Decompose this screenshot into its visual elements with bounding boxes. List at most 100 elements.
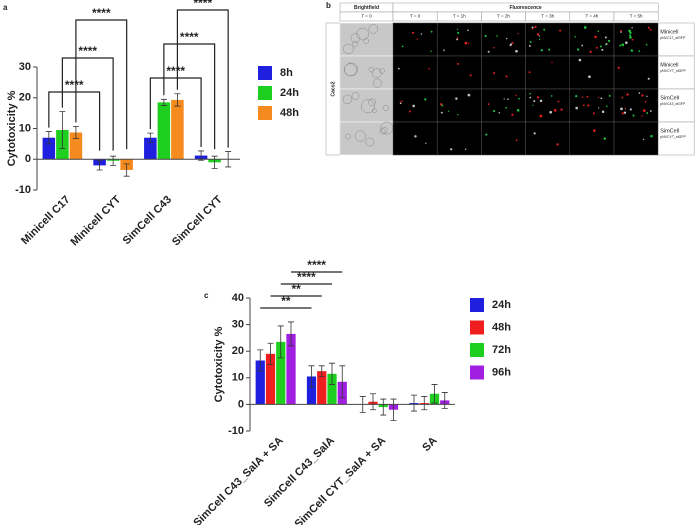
bar xyxy=(276,341,286,405)
fluorescence-spot xyxy=(641,94,644,97)
fluorescence-spot xyxy=(599,45,602,48)
fluorescence-spot xyxy=(629,108,632,111)
error-bar xyxy=(441,392,448,409)
fluorescence-spot xyxy=(647,77,650,80)
fluorescence-spot xyxy=(397,67,400,70)
error-bar xyxy=(380,398,387,416)
fluorescence-spot xyxy=(556,143,559,146)
row-group-label: Caco2 xyxy=(330,81,336,96)
panel-label: a xyxy=(3,3,8,12)
y-tick-label: 0 xyxy=(25,153,31,165)
legend-swatch xyxy=(258,106,272,120)
fluorescence-spot xyxy=(457,113,459,116)
header-label: Fluorescence xyxy=(509,5,541,11)
legend-swatch xyxy=(470,365,484,380)
error-bar xyxy=(390,398,397,421)
row-label: SimCell xyxy=(660,95,679,101)
error-bar xyxy=(308,365,315,388)
legend-swatch xyxy=(470,320,484,335)
column-label: T = 3h xyxy=(541,14,554,19)
fluorescence-spot xyxy=(608,94,611,97)
y-axis-title: Cytotoxicity % xyxy=(213,326,225,402)
error-bar xyxy=(421,396,428,411)
fluorescence-spot xyxy=(511,113,514,116)
y-tick-label: -10 xyxy=(15,184,31,196)
fluorescence-spot xyxy=(515,49,518,53)
fluorescence-spot xyxy=(629,36,632,39)
header-label: Brightfield xyxy=(354,5,379,11)
significance-label: ** xyxy=(281,294,291,308)
fluorescence-spot xyxy=(594,35,597,39)
fluorescence-spot xyxy=(543,28,546,31)
row-label: Minicell xyxy=(660,62,678,68)
significance-label: **** xyxy=(193,0,212,10)
fluorescence-spot xyxy=(450,148,453,151)
fluorescence-spot xyxy=(401,100,404,102)
fluorescence-spot xyxy=(529,96,532,99)
fluorescence-spot xyxy=(624,107,627,110)
fluorescence-spot xyxy=(515,94,517,97)
header-cell xyxy=(613,11,659,22)
fluorescence-spot xyxy=(533,100,536,103)
error-bar xyxy=(277,325,284,359)
fluorescence-spot xyxy=(538,35,540,37)
cell-texture xyxy=(360,99,375,114)
fluorescence-spot xyxy=(625,41,628,45)
fluorescence-image xyxy=(525,55,571,90)
error-bar xyxy=(59,111,66,149)
fluorescence-spot xyxy=(399,102,402,105)
fluorescence-image xyxy=(436,22,482,57)
fluorescence-spot xyxy=(425,142,427,144)
fluorescence-spot xyxy=(443,49,445,51)
fluorescence-spot xyxy=(515,139,518,142)
fluorescence-image xyxy=(569,88,615,123)
fluorescence-spot xyxy=(498,112,501,114)
fluorescence-spot xyxy=(424,98,427,101)
fluorescence-image xyxy=(392,88,438,123)
fluorescence-spot xyxy=(647,26,650,29)
fluorescence-spot xyxy=(457,31,460,34)
significance-bracket xyxy=(163,43,216,150)
row-plasmid: pNVCYT_sfGFP xyxy=(660,135,686,139)
fluorescence-image xyxy=(392,55,438,90)
fluorescence-spot xyxy=(595,46,598,49)
fluorescence-spot xyxy=(456,28,459,30)
fluorescence-spot xyxy=(401,45,404,48)
fluorescence-spot xyxy=(548,48,551,51)
column-label: T = 0 xyxy=(410,14,421,19)
fluorescence-spot xyxy=(605,105,608,108)
fluorescence-spot xyxy=(646,112,649,115)
error-bar xyxy=(211,155,218,169)
fluorescence-spot xyxy=(642,109,646,113)
significance-bracket xyxy=(149,77,202,147)
cell-texture xyxy=(350,33,361,43)
fluorescence-image xyxy=(613,88,659,123)
fluorescence-spot xyxy=(597,30,600,32)
fluorescence-spot xyxy=(492,47,495,49)
fluorescence-spot xyxy=(620,31,622,33)
fluorescence-spot xyxy=(487,103,490,106)
fluorescence-spot xyxy=(632,114,635,117)
fluorescence-image xyxy=(481,121,526,156)
fluorescence-image xyxy=(525,121,571,156)
significance-label: **** xyxy=(180,30,199,44)
cell-texture xyxy=(368,98,376,107)
fluorescence-spot xyxy=(593,129,596,132)
fluorescence-spot xyxy=(536,96,540,99)
fluorescence-image xyxy=(392,121,438,156)
error-bar xyxy=(267,342,274,365)
y-tick-label: 20 xyxy=(232,345,244,357)
significance-label: **** xyxy=(166,64,185,78)
cell-texture xyxy=(351,92,360,100)
fluorescence-spot xyxy=(467,29,469,32)
cell-texture xyxy=(356,27,369,41)
fluorescence-image xyxy=(525,88,571,123)
column-label: T = 5h xyxy=(630,14,643,19)
image-grid: Brightfield Fluorescence T = 0 T = 0 T = 1h T… xyxy=(325,2,695,156)
legend-label: 24h xyxy=(280,87,299,99)
fluorescence-spot xyxy=(533,132,536,135)
error-bar xyxy=(257,349,264,372)
significance-bracket xyxy=(61,57,114,151)
x-tick-label: SimCell C43_SalA + SA xyxy=(191,435,285,525)
